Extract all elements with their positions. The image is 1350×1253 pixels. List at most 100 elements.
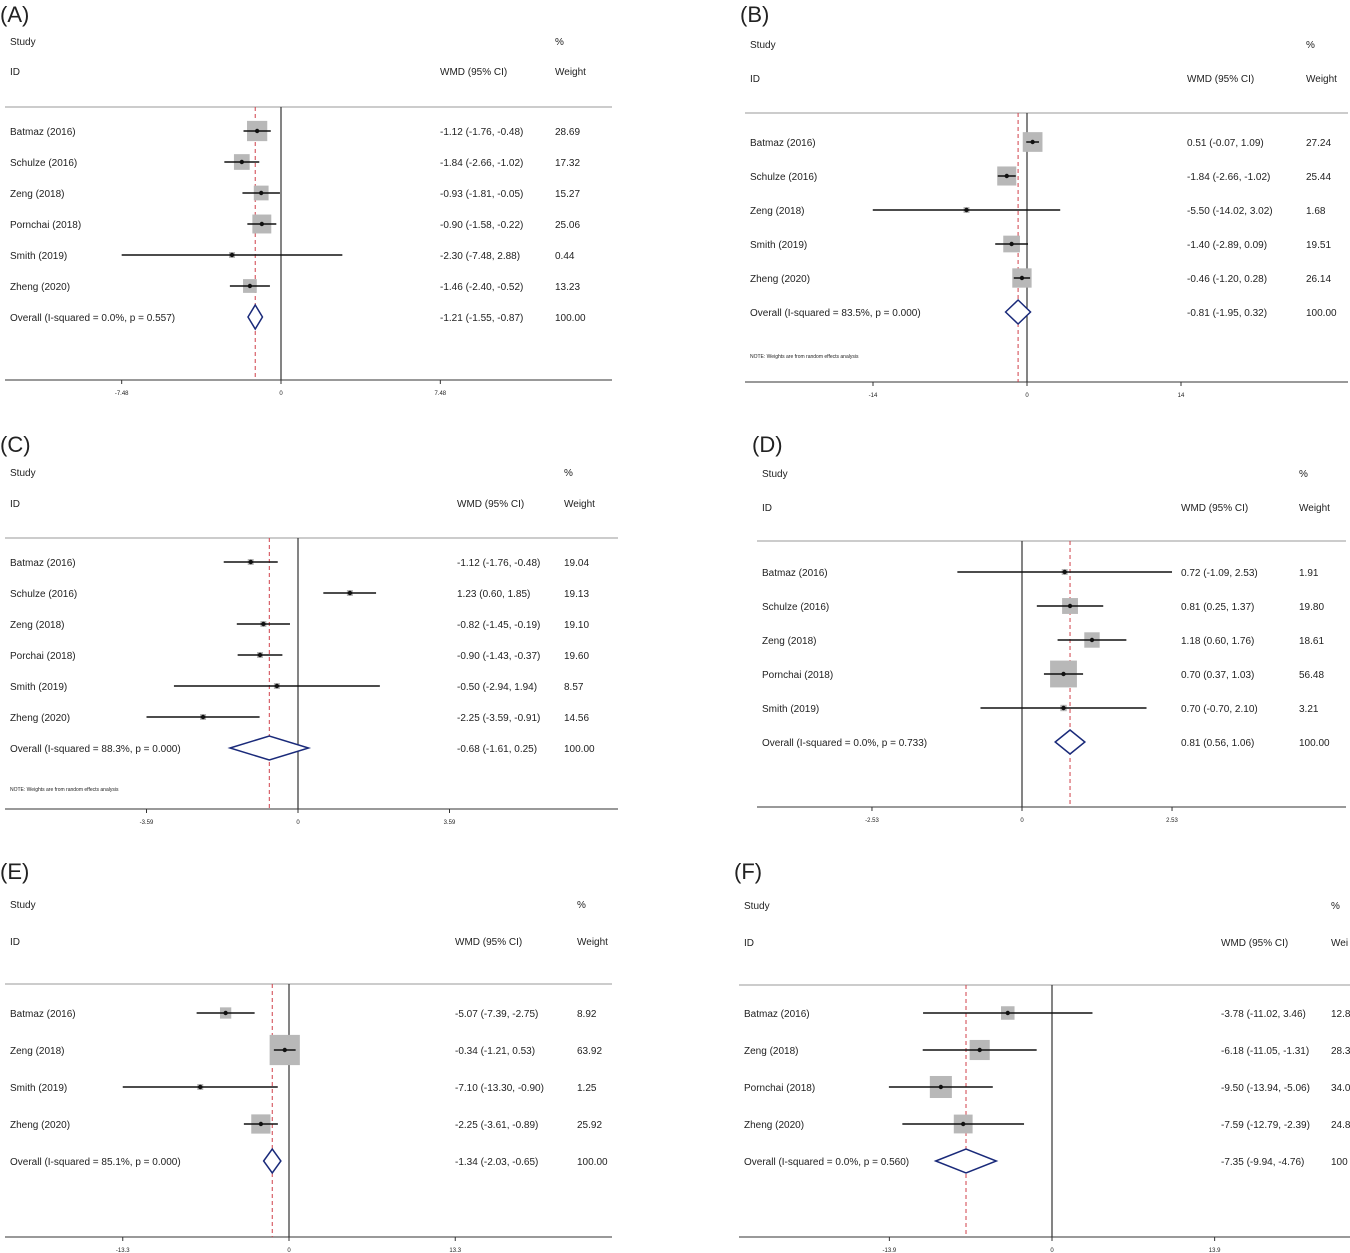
overall-ci-text: -0.68 (-1.61, 0.25) [457,744,537,755]
panel-label: (C) [0,432,31,457]
header-percent: % [577,900,586,911]
study-label: Zeng (2018) [750,206,804,217]
study-ci-text: -7.59 (-12.79, -2.39) [1221,1120,1310,1131]
study-ci-text: -1.40 (-2.89, 0.09) [1187,240,1267,251]
point-estimate [259,221,265,227]
study-ci-text: 0.70 (-0.70, 2.10) [1181,704,1258,715]
study-weight: 18.61 [1299,636,1324,647]
study-label: Schulze (2016) [762,602,829,613]
point-estimate [229,252,235,258]
overall-label: Overall (I-squared = 85.1%, p = 0.000) [10,1157,181,1168]
x-tick-label: 7.48 [434,391,446,397]
study-weight: 1.91 [1299,568,1319,579]
header-study: Study [10,37,36,48]
point-estimate [282,1047,287,1053]
point-estimate [261,621,266,627]
study-label: Batmaz (2016) [10,558,76,569]
panel-label: (A) [0,2,29,27]
point-estimate [200,714,206,720]
study-label: Zeng (2018) [762,636,816,647]
point-estimate [977,1047,982,1053]
x-tick-label: 0 [1020,818,1024,824]
overall-diamond [933,1148,999,1174]
study-ci-text: -0.46 (-1.20, 0.28) [1187,274,1267,285]
header-weight: Weight [1299,503,1330,514]
study-ci-text: -0.90 (-1.58, -0.22) [440,220,523,231]
study-ci-text: -1.12 (-1.76, -0.48) [457,558,540,569]
header-percent: % [1299,469,1308,480]
study-label: Zheng (2020) [750,274,810,285]
x-tick-label: 0 [279,391,283,397]
header-effect: WMD (95% CI) [1187,74,1254,85]
overall-ci-text: -0.81 (-1.95, 0.32) [1187,308,1267,319]
point-estimate [1089,637,1095,643]
study-ci-text: -5.50 (-14.02, 3.02) [1187,206,1273,217]
overall-weight: 100.00 [577,1157,608,1168]
study-ci-text: 0.72 (-1.09, 2.53) [1181,568,1258,579]
header-effect: WMD (95% CI) [455,937,522,948]
x-tick-label: 0 [287,1248,291,1253]
header-effect: WMD (95% CI) [1181,503,1248,514]
header-id: ID [750,74,760,85]
study-ci-text: -3.78 (-11.02, 3.46) [1221,1009,1306,1020]
study-weight: 63.92 [577,1046,602,1057]
study-label: Smith (2019) [10,1083,67,1094]
study-label: Batmaz (2016) [750,138,816,149]
point-estimate [1005,1010,1010,1016]
point-estimate [258,190,264,196]
study-ci-text: -0.90 (-1.43, -0.37) [457,651,540,662]
study-weight: 19.10 [564,620,589,631]
study-ci-text: 0.70 (0.37, 1.03) [1181,670,1254,681]
study-weight: 8.57 [564,682,584,693]
point-estimate [247,283,253,289]
point-estimate [1067,603,1073,609]
study-ci-text: -5.07 (-7.39, -2.75) [455,1009,538,1020]
header-id: ID [10,67,20,78]
study-ci-text: -1.12 (-1.76, -0.48) [440,127,523,138]
overall-label: Overall (I-squared = 0.0%, p = 0.733) [762,738,927,749]
study-ci-text: 1.23 (0.60, 1.85) [457,589,530,600]
overall-label: Overall (I-squared = 0.0%, p = 0.557) [10,313,175,324]
header-percent: % [564,468,573,479]
study-ci-text: -6.18 (-11.05, -1.31) [1221,1046,1309,1057]
overall-ci-text: -1.34 (-2.03, -0.65) [455,1157,538,1168]
point-estimate [964,207,969,213]
study-label: Zheng (2020) [10,1120,70,1131]
study-weight: 25.92 [577,1120,602,1131]
panel-label: (E) [0,859,29,884]
study-weight: 27.24 [1306,138,1331,149]
x-tick-label: 0 [296,820,300,826]
study-ci-text: -1.46 (-2.40, -0.52) [440,282,523,293]
point-estimate [1019,275,1025,281]
x-tick-label: -14 [869,393,878,399]
study-label: Porchai (2018) [10,651,76,662]
point-estimate [223,1010,228,1016]
study-ci-text: -2.25 (-3.59, -0.91) [457,713,540,724]
overall-diamond [262,1147,282,1175]
header-percent: % [1331,901,1340,912]
study-label: Batmaz (2016) [10,1009,76,1020]
header-study: Study [762,469,788,480]
study-label: Smith (2019) [750,240,807,251]
study-label: Schulze (2016) [10,158,77,169]
overall-weight: 100.00 [1306,308,1337,319]
overall-ci-text: -7.35 (-9.94, -4.76) [1221,1157,1304,1168]
header-id: ID [10,499,20,510]
study-ci-text: 1.18 (0.60, 1.76) [1181,636,1254,647]
study-weight: 25.44 [1306,172,1331,183]
study-weight: 26.14 [1306,274,1331,285]
point-estimate [347,590,353,596]
header-weight: Weight [577,937,608,948]
header-effect: WMD (95% CI) [440,67,507,78]
x-tick-label: 2.53 [1166,818,1178,824]
point-estimate [1062,569,1067,575]
study-label: Zeng (2018) [10,620,64,631]
header-effect: WMD (95% CI) [457,499,524,510]
overall-weight: 100.00 [555,313,586,324]
study-label: Zheng (2020) [744,1120,804,1131]
study-ci-text: -0.93 (-1.81, -0.05) [440,189,523,200]
footnote: NOTE: Weights are from random effects an… [750,354,859,360]
study-ci-text: -9.50 (-13.94, -5.06) [1221,1083,1310,1094]
panel-label: (F) [734,859,762,884]
x-tick-label: -7.48 [115,391,129,397]
